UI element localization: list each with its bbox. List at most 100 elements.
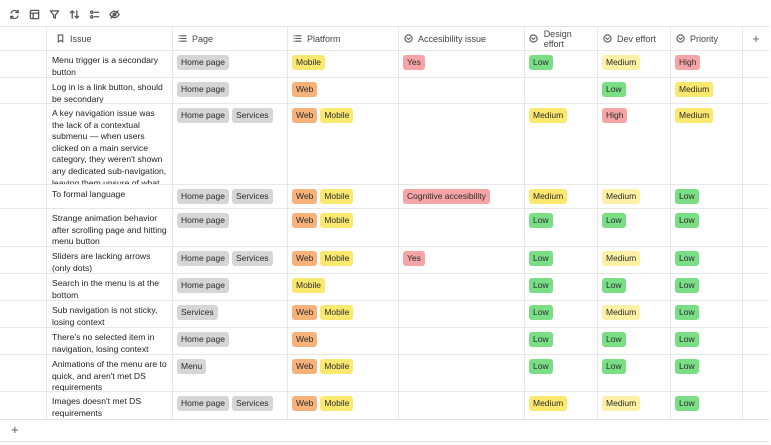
dev-effort-cell[interactable]: Medium bbox=[598, 185, 671, 208]
layout-icon[interactable] bbox=[28, 8, 41, 21]
platform-cell[interactable]: Web Mobile bbox=[288, 392, 399, 419]
accessibility-cell[interactable] bbox=[399, 104, 525, 184]
page-cell[interactable]: Home page bbox=[173, 209, 288, 246]
issue-cell[interactable]: Sub navigation is not sticky, losing con… bbox=[47, 301, 173, 327]
filter-icon[interactable] bbox=[48, 8, 61, 21]
priority-cell[interactable]: Low bbox=[671, 247, 743, 273]
issue-cell[interactable]: Animations of the menu are to quick, and… bbox=[47, 355, 173, 391]
priority-cell[interactable]: Low bbox=[671, 392, 743, 419]
priority-cell[interactable]: Low bbox=[671, 209, 743, 246]
accessibility-cell[interactable] bbox=[399, 328, 525, 354]
dev-effort-cell[interactable]: High bbox=[598, 104, 671, 184]
accessibility-cell[interactable] bbox=[399, 392, 525, 419]
row-number-cell[interactable] bbox=[0, 209, 47, 246]
issue-cell[interactable]: There's no selected item in navigation, … bbox=[47, 328, 173, 354]
page-cell[interactable]: Home page Services bbox=[173, 104, 288, 184]
page-cell[interactable]: Menu bbox=[173, 355, 288, 391]
issue-cell[interactable]: To formal language bbox=[47, 185, 173, 208]
accessibility-cell[interactable]: Yes bbox=[399, 247, 525, 273]
table-row[interactable]: Strange animation behavior after scrolli… bbox=[0, 209, 769, 247]
platform-cell[interactable]: Web Mobile bbox=[288, 247, 399, 273]
issue-cell[interactable]: A key navigation issue was the lack of a… bbox=[47, 104, 173, 184]
accessibility-cell[interactable] bbox=[399, 274, 525, 300]
platform-cell[interactable]: Web Mobile bbox=[288, 185, 399, 208]
row-number-cell[interactable] bbox=[0, 185, 47, 208]
table-row[interactable]: Images doesn't met DS requirements Home p… bbox=[0, 392, 769, 419]
table-row[interactable]: Log in is a link button, should be secon… bbox=[0, 78, 769, 104]
design-effort-cell[interactable]: Low bbox=[525, 274, 598, 300]
group-icon[interactable] bbox=[88, 8, 101, 21]
platform-cell[interactable]: Web Mobile bbox=[288, 209, 399, 246]
page-cell[interactable]: Home page bbox=[173, 51, 288, 77]
issue-cell[interactable]: Menu trigger is a secondary button bbox=[47, 51, 173, 77]
table-row[interactable]: A key navigation issue was the lack of a… bbox=[0, 104, 769, 185]
column-header-issue[interactable]: Issue bbox=[47, 27, 173, 50]
design-effort-cell[interactable]: Low bbox=[525, 328, 598, 354]
dev-effort-cell[interactable]: Low bbox=[598, 78, 671, 103]
design-effort-cell[interactable]: Medium bbox=[525, 104, 598, 184]
add-column-button[interactable]: + bbox=[752, 31, 760, 46]
page-cell[interactable]: Home page bbox=[173, 78, 288, 103]
dev-effort-cell[interactable]: Medium bbox=[598, 301, 671, 327]
row-number-cell[interactable] bbox=[0, 301, 47, 327]
issue-cell[interactable]: Images doesn't met DS requirements bbox=[47, 392, 173, 419]
design-effort-cell[interactable] bbox=[525, 78, 598, 103]
priority-cell[interactable]: High bbox=[671, 51, 743, 77]
table-row[interactable]: Sliders are lacking arrows (only dots) Ho… bbox=[0, 247, 769, 274]
hide-fields-icon[interactable] bbox=[108, 8, 121, 21]
page-cell[interactable]: Home page Services bbox=[173, 392, 288, 419]
platform-cell[interactable]: Web bbox=[288, 328, 399, 354]
issue-cell[interactable]: Search in the menu is at the bottom bbox=[47, 274, 173, 300]
dev-effort-cell[interactable]: Low bbox=[598, 355, 671, 391]
priority-cell[interactable]: Low bbox=[671, 274, 743, 300]
platform-cell[interactable]: Web bbox=[288, 78, 399, 103]
refresh-icon[interactable] bbox=[8, 8, 21, 21]
priority-cell[interactable]: Medium bbox=[671, 78, 743, 103]
dev-effort-cell[interactable]: Low bbox=[598, 209, 671, 246]
table-row[interactable]: Sub navigation is not sticky, losing con… bbox=[0, 301, 769, 328]
design-effort-cell[interactable]: Medium bbox=[525, 185, 598, 208]
accessibility-cell[interactable]: Yes bbox=[399, 51, 525, 77]
accessibility-cell[interactable] bbox=[399, 355, 525, 391]
table-row[interactable]: To formal language Home page Services Web Mo… bbox=[0, 185, 769, 209]
row-number-cell[interactable] bbox=[0, 104, 47, 184]
priority-cell[interactable]: Low bbox=[671, 328, 743, 354]
row-number-cell[interactable] bbox=[0, 78, 47, 103]
table-row[interactable]: Menu trigger is a secondary button Home p… bbox=[0, 51, 769, 78]
dev-effort-cell[interactable]: Low bbox=[598, 328, 671, 354]
page-cell[interactable]: Home page Services bbox=[173, 247, 288, 273]
row-number-cell[interactable] bbox=[0, 247, 47, 273]
table-row[interactable]: Animations of the menu are to quick, and… bbox=[0, 355, 769, 392]
page-cell[interactable]: Home page Services bbox=[173, 185, 288, 208]
design-effort-cell[interactable]: Low bbox=[525, 355, 598, 391]
priority-cell[interactable]: Medium bbox=[671, 104, 743, 184]
design-effort-cell[interactable]: Low bbox=[525, 247, 598, 273]
row-number-cell[interactable] bbox=[0, 51, 47, 77]
column-header-platform[interactable]: Platform bbox=[288, 27, 399, 50]
dev-effort-cell[interactable]: Medium bbox=[598, 51, 671, 77]
accessibility-cell[interactable] bbox=[399, 78, 525, 103]
row-number-cell[interactable] bbox=[0, 328, 47, 354]
row-number-cell[interactable] bbox=[0, 392, 47, 419]
design-effort-cell[interactable]: Medium bbox=[525, 392, 598, 419]
row-number-cell[interactable] bbox=[0, 274, 47, 300]
table-row[interactable]: There's no selected item in navigation, … bbox=[0, 328, 769, 355]
accessibility-cell[interactable]: Cognitive accesibility bbox=[399, 185, 525, 208]
priority-cell[interactable]: Low bbox=[671, 185, 743, 208]
platform-cell[interactable]: Mobile bbox=[288, 274, 399, 300]
dev-effort-cell[interactable]: Low bbox=[598, 274, 671, 300]
accessibility-cell[interactable] bbox=[399, 301, 525, 327]
design-effort-cell[interactable]: Low bbox=[525, 301, 598, 327]
priority-cell[interactable]: Low bbox=[671, 301, 743, 327]
row-number-cell[interactable] bbox=[0, 355, 47, 391]
column-header-design-effort[interactable]: Design effort bbox=[525, 27, 598, 50]
dev-effort-cell[interactable]: Medium bbox=[598, 247, 671, 273]
table-row[interactable]: Search in the menu is at the bottom Home … bbox=[0, 274, 769, 301]
add-row-button[interactable]: + bbox=[11, 422, 19, 437]
design-effort-cell[interactable]: Low bbox=[525, 209, 598, 246]
design-effort-cell[interactable]: Low bbox=[525, 51, 598, 77]
issue-cell[interactable]: Log in is a link button, should be secon… bbox=[47, 78, 173, 103]
sort-icon[interactable] bbox=[68, 8, 81, 21]
issue-cell[interactable]: Strange animation behavior after scrolli… bbox=[47, 209, 173, 246]
platform-cell[interactable]: Web Mobile bbox=[288, 301, 399, 327]
